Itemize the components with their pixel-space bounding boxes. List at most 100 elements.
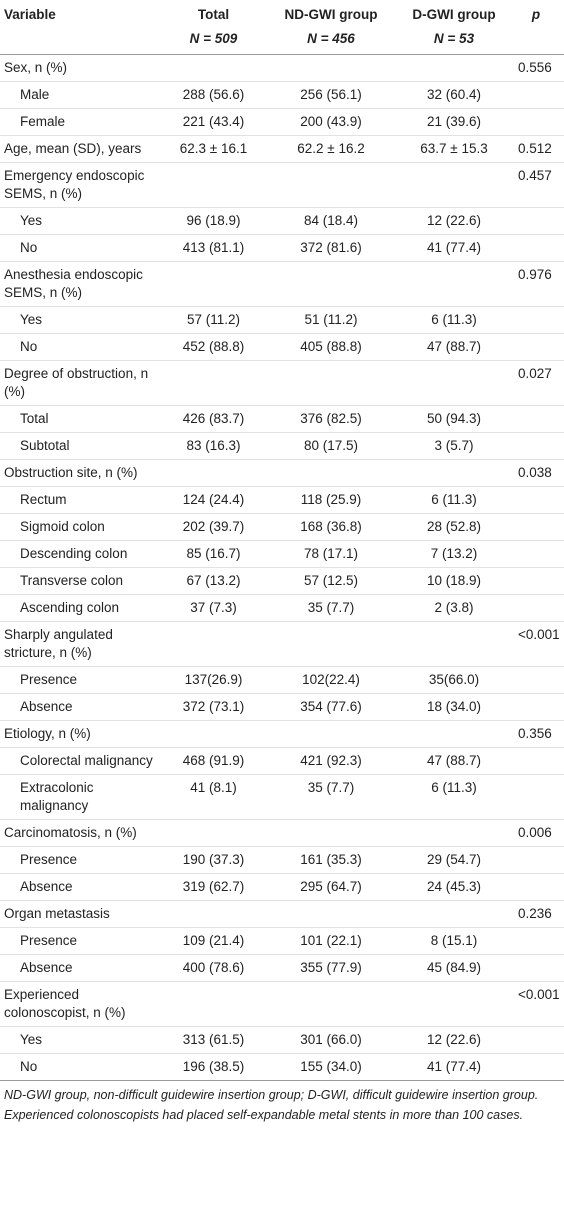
header-cell: Total [197, 7, 230, 22]
cell [165, 982, 262, 1027]
table-row: Anesthesia endoscopic SEMS, n (%) 0.976 [0, 262, 564, 307]
row-label: Transverse colon [20, 573, 124, 588]
cell: 28 (52.8) [426, 519, 482, 534]
cell: 118 (25.9) [300, 492, 362, 507]
cell [508, 694, 564, 721]
row-label: Absence [20, 699, 73, 714]
row-label: Yes [20, 213, 43, 228]
table-body: Sex, n (%) 0.556 Male 288 (56.6) 256 (56.1) 3… [0, 55, 564, 1081]
cell: 50 (94.3) [426, 411, 482, 426]
cell: 84 (18.4) [303, 213, 359, 228]
cell [508, 748, 564, 775]
table-row: Organ metastasis 0.236 [0, 901, 564, 928]
cell: 41 (77.4) [426, 1059, 482, 1074]
row-label: Descending colon [20, 546, 128, 561]
cell: 37 (7.3) [190, 600, 237, 615]
cell: 168 (36.8) [300, 519, 362, 534]
data-table: Variable Total ND-GWI group D-GWI group p N =… [0, 0, 564, 1081]
cell: 376 (82.5) [300, 411, 362, 426]
cell [165, 460, 262, 487]
table-row: Male 288 (56.6) 256 (56.1) 32 (60.4) [0, 82, 564, 109]
cell: 24 (45.3) [426, 879, 482, 894]
cell: 319 (62.7) [182, 879, 245, 894]
row-label: Etiology, n (%) [4, 726, 91, 741]
cell: 21 (39.6) [426, 114, 482, 129]
cell: 35 (7.7) [307, 600, 355, 615]
row-label: Sharply angulated stricture, n (%) [4, 627, 113, 660]
cell [508, 955, 564, 982]
header-cell: ND-GWI group [284, 7, 378, 22]
table-row: Rectum 124 (24.4) 118 (25.9) 6 (11.3) [0, 487, 564, 514]
table-row: Subtotal 83 (16.3) 80 (17.5) 3 (5.7) [0, 433, 564, 460]
cell [508, 541, 564, 568]
row-label: Colorectal malignancy [20, 753, 153, 768]
cell [508, 1054, 564, 1081]
cell [262, 901, 400, 928]
subheader-cell: N = 53 [400, 30, 508, 55]
cell [262, 361, 400, 406]
cell [165, 55, 262, 82]
cell: 161 (35.3) [300, 852, 362, 867]
cell [508, 307, 564, 334]
cell: 0.236 [518, 906, 552, 921]
row-label: Experienced colonoscopist, n (%) [4, 987, 126, 1020]
cell: 6 (11.3) [431, 492, 477, 507]
cell [165, 901, 262, 928]
subheader-cell [508, 30, 564, 55]
header-cell: p [531, 7, 541, 22]
cell: 468 (91.9) [182, 753, 245, 768]
cell [508, 334, 564, 361]
cell [400, 622, 508, 667]
cell: 47 (88.7) [426, 753, 482, 768]
table-row: Emergency endoscopic SEMS, n (%) 0.457 [0, 163, 564, 208]
cell: 35(66.0) [428, 672, 480, 687]
row-label: Male [20, 87, 50, 102]
cell [262, 820, 400, 847]
cell [508, 775, 564, 820]
cell [262, 622, 400, 667]
table-row: Colorectal malignancy 468 (91.9) 421 (92.3… [0, 748, 564, 775]
table-row: Yes 313 (61.5) 301 (66.0) 12 (22.6) [0, 1027, 564, 1054]
row-label: Absence [20, 879, 73, 894]
cell: 0.006 [518, 825, 552, 840]
cell [165, 721, 262, 748]
row-label: Total [20, 411, 49, 426]
cell [508, 568, 564, 595]
header-row: Variable Total ND-GWI group D-GWI group p [0, 0, 564, 30]
header-cell: D-GWI group [412, 7, 496, 22]
cell: 41 (8.1) [190, 780, 237, 795]
cell: 155 (34.0) [300, 1059, 362, 1074]
row-label: No [20, 339, 38, 354]
table-row: Female 221 (43.4) 200 (43.9) 21 (39.6) [0, 109, 564, 136]
cell: 200 (43.9) [300, 114, 362, 129]
cell: 0.556 [518, 60, 552, 75]
cell: 83 (16.3) [186, 438, 241, 453]
row-label: Organ metastasis [4, 906, 110, 921]
row-label: Sex, n (%) [4, 60, 68, 75]
cell: 7 (13.2) [430, 546, 478, 561]
cell: 45 (84.9) [426, 960, 482, 975]
row-label: Carcinomatosis, n (%) [4, 825, 137, 840]
cell [400, 361, 508, 406]
cell: 32 (60.4) [426, 87, 482, 102]
cell [508, 874, 564, 901]
table-row: Ascending colon 37 (7.3) 35 (7.7) 2 (3.8) [0, 595, 564, 622]
cell [508, 514, 564, 541]
table-row: Experienced colonoscopist, n (%) <0.001 [0, 982, 564, 1027]
subheader-cell: N = 456 [262, 30, 400, 55]
row-label: Yes [20, 1032, 43, 1047]
row-label: Rectum [20, 492, 67, 507]
cell: 35 (7.7) [307, 780, 355, 795]
cell [508, 928, 564, 955]
row-label: Obstruction site, n (%) [4, 465, 138, 480]
cell: 355 (77.9) [300, 960, 362, 975]
cell: 57 (11.2) [186, 312, 241, 327]
table-row: Absence 372 (73.1) 354 (77.6) 18 (34.0) [0, 694, 564, 721]
cell: 109 (21.4) [182, 933, 245, 948]
table-row: Presence 137(26.9) 102(22.4) 35(66.0) [0, 667, 564, 694]
cell: 452 (88.8) [182, 339, 245, 354]
row-label: Degree of obstruction, n (%) [4, 366, 149, 399]
row-label: Female [20, 114, 66, 129]
cell [508, 82, 564, 109]
